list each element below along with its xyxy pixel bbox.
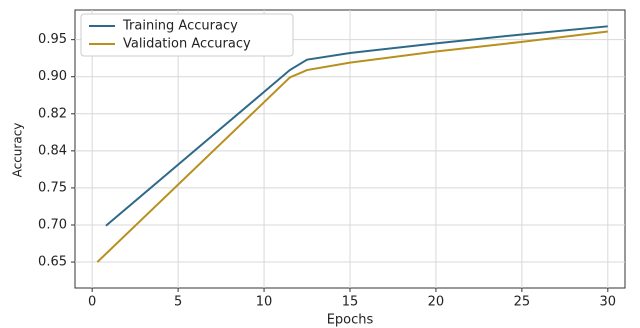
x-tick-label: 15	[342, 295, 359, 310]
y-tick-label: 0.70	[38, 217, 67, 232]
y-tick-label: 0.82	[38, 106, 67, 121]
x-tick-label: 30	[600, 295, 617, 310]
x-tick-label: 0	[88, 295, 96, 310]
y-tick-label: 0.90	[38, 69, 67, 84]
x-axis-label: Epochs	[327, 313, 374, 328]
x-tick-label: 20	[428, 295, 445, 310]
y-tick-label: 0.65	[38, 255, 67, 270]
y-tick-label: 0.75	[38, 180, 67, 195]
x-tick-label: 25	[514, 295, 531, 310]
y-tick-label: 0.84	[38, 143, 67, 158]
legend-label: Validation Accuracy	[123, 37, 251, 52]
x-tick-label: 10	[256, 295, 273, 310]
data-line	[105, 25, 608, 227]
y-tick-label: 0.95	[38, 32, 67, 47]
legend-label: Training Accuracy	[122, 19, 238, 34]
y-axis-label: Accuracy	[11, 123, 25, 178]
data-line	[96, 30, 608, 263]
legend-box	[80, 13, 294, 57]
x-tick-label: 5	[174, 295, 182, 310]
